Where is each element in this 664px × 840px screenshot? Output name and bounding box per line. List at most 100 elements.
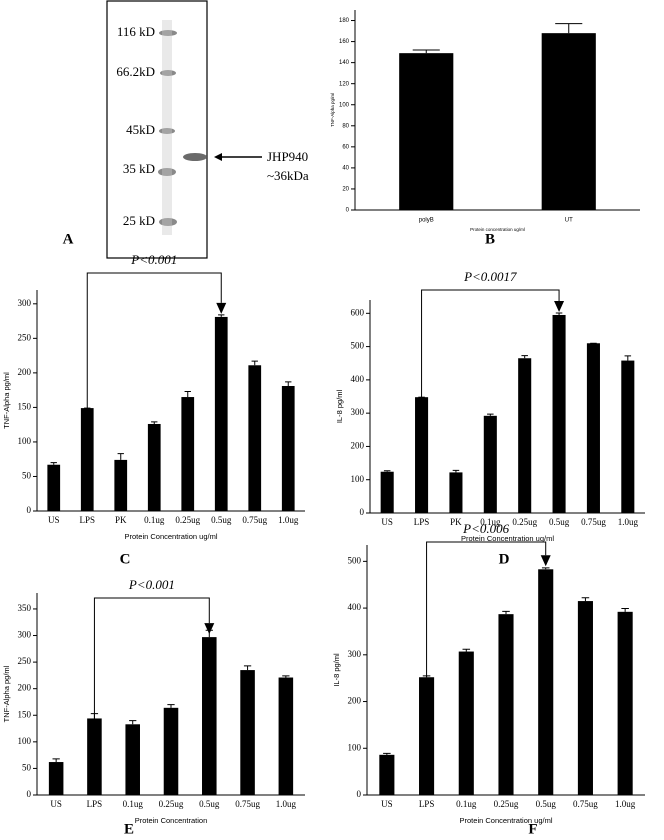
panel-letter: E [124, 821, 134, 837]
bar [498, 614, 514, 795]
x-tick-label: 0.75ug [235, 799, 260, 809]
y-tick-label: 500 [348, 555, 362, 565]
bar [541, 33, 596, 210]
error-bar [282, 675, 290, 678]
x-tick-label: LPS [79, 515, 95, 525]
bar [621, 360, 635, 513]
error-bar [50, 462, 57, 465]
error-bar [117, 453, 124, 460]
x-axis-label: Protein Concentration ug/ml [125, 532, 218, 541]
y-tick-label: 250 [18, 656, 32, 666]
bar [248, 365, 262, 511]
bar [47, 464, 61, 511]
y-tick-label: 50 [22, 762, 32, 772]
band-label: JHP940 [267, 149, 308, 164]
marker-label: 66.2kD [116, 64, 155, 79]
x-tick-label: 1.0ug [618, 517, 639, 527]
error-bar [624, 355, 632, 361]
panel-letter: C [120, 551, 131, 567]
marker-label: 116 kD [117, 24, 155, 39]
x-tick-label: PK [115, 515, 127, 525]
y-tick-label: 0 [360, 507, 365, 517]
bracket-arrowhead [540, 555, 551, 567]
x-tick-label: US [381, 799, 393, 809]
bar [240, 670, 255, 795]
error-bar [412, 49, 440, 54]
x-axis-label: Protein Concentration ug/ml [460, 816, 553, 825]
y-tick-label: 300 [18, 298, 32, 308]
annotation: P<0.0017 [463, 269, 517, 284]
y-tick-label: 40 [342, 165, 349, 171]
x-tick-label: LPS [87, 799, 103, 809]
x-axis-label: Protein concentration ug/ml [470, 227, 525, 232]
bar [125, 724, 140, 795]
marker-label: 35 kD [123, 161, 155, 176]
y-tick-label: 400 [348, 602, 362, 612]
marker-label: 45kD [126, 122, 155, 137]
bar [415, 397, 429, 513]
x-axis-label: Protein Concentration ug/ml [461, 534, 554, 543]
y-tick-label: 300 [351, 407, 365, 417]
error-bar [251, 360, 258, 366]
bar [48, 762, 64, 795]
bar [617, 611, 633, 795]
x-tick-label: 0.1ug [144, 515, 165, 525]
axes [354, 10, 640, 211]
y-tick-label: 200 [351, 441, 365, 451]
annotation: P<0.001 [130, 252, 177, 267]
error-bar [243, 665, 252, 671]
bar [552, 314, 566, 513]
y-tick-label: 60 [342, 144, 349, 150]
x-tick-label: 0.75ug [573, 799, 598, 809]
x-tick-label: 0.1ug [456, 799, 477, 809]
annotation: P<0.001 [128, 577, 175, 592]
x-tick-label: 1.0ug [278, 515, 299, 525]
bar [449, 472, 463, 513]
significance-bracket [86, 272, 222, 409]
y-axis-label: TNF-Alpha pg/ml [2, 372, 11, 429]
x-tick-label: 0.1ug [480, 517, 501, 527]
y-tick-label: 0 [346, 208, 350, 214]
bar [214, 316, 228, 511]
panel-letter: F [528, 821, 537, 837]
band-label: ~36kDa [267, 168, 309, 183]
bar [577, 601, 593, 795]
error-bar [581, 597, 590, 602]
bar [483, 415, 497, 513]
panel-letter: B [485, 231, 495, 247]
error-bar [521, 355, 528, 359]
y-tick-label: 80 [342, 123, 349, 129]
bar [87, 718, 102, 795]
y-tick-label: 350 [18, 603, 32, 613]
bar [379, 754, 395, 795]
x-tick-label: 0.5ug [199, 799, 220, 809]
error-bar [151, 421, 158, 424]
x-tick-label: 0.5ug [211, 515, 232, 525]
annotation: P<0.006 [462, 521, 509, 536]
error-bar [285, 381, 292, 386]
significance-bracket [93, 597, 210, 719]
y-tick-label: 250 [18, 332, 32, 342]
gel-bands [158, 20, 207, 235]
bar [419, 677, 435, 795]
significance-bracket [421, 289, 560, 398]
x-tick-label: 0.25ug [512, 517, 537, 527]
y-tick-label: 20 [342, 187, 349, 193]
y-tick-label: 120 [339, 81, 350, 87]
y-tick-label: 300 [18, 630, 32, 640]
x-tick-label: 0.25ug [175, 515, 200, 525]
bar [458, 651, 474, 795]
x-tick-label: UT [565, 218, 573, 224]
y-tick-label: 100 [348, 742, 362, 752]
y-tick-label: 150 [18, 401, 32, 411]
panel-letter: D [499, 551, 510, 567]
x-tick-label: 0.5ug [536, 799, 557, 809]
bracket-arrowhead [204, 623, 215, 635]
error-bar [129, 720, 137, 725]
y-tick-label: 100 [339, 102, 350, 108]
panel-letter: A [63, 231, 74, 247]
y-tick-label: 0 [27, 505, 32, 515]
x-tick-label: 0.25ug [159, 799, 184, 809]
error-bar [462, 648, 471, 652]
y-axis-label: IL-8 pg/ml [332, 653, 341, 687]
